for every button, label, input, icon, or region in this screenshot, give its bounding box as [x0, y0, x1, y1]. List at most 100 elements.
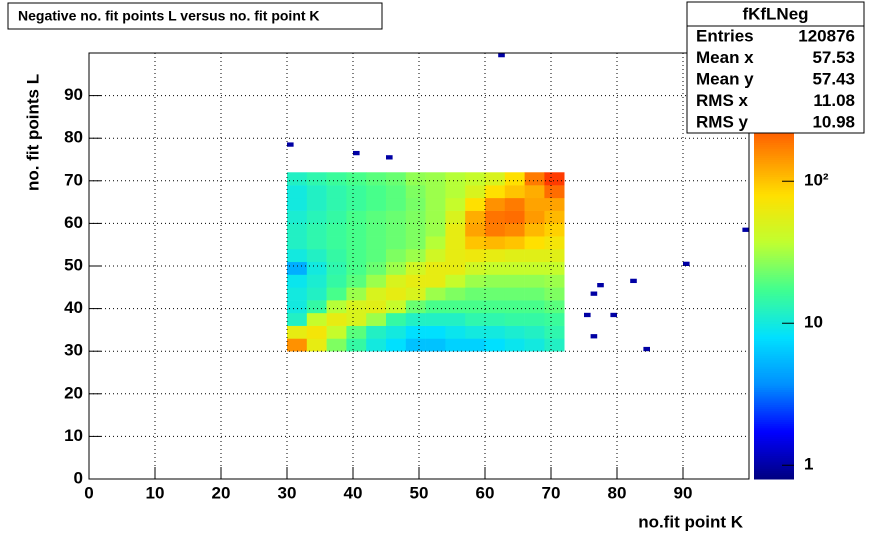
colorbar-segment: [754, 334, 794, 337]
heatmap-cell: [346, 248, 367, 263]
y-tick-label: 90: [64, 85, 83, 104]
stats-value: 11.08: [813, 91, 855, 110]
heatmap-cell: [405, 210, 426, 224]
y-tick-label: 0: [74, 468, 83, 487]
heatmap-cell: [346, 185, 367, 199]
colorbar-segment: [754, 368, 794, 371]
stats-label: Mean y: [696, 69, 754, 88]
heatmap-cell: [326, 300, 347, 314]
colorbar-segment: [754, 370, 794, 373]
heatmap-cell: [366, 248, 387, 263]
heatmap-cell: [405, 287, 426, 301]
heatmap-cell: [544, 210, 565, 224]
colorbar-segment: [754, 357, 794, 361]
heatmap-cell: [306, 197, 327, 211]
colorbar-segment: [754, 400, 794, 403]
colorbar-segment: [754, 170, 794, 173]
heatmap-cell: [405, 172, 426, 186]
colorbar-segment: [754, 389, 794, 393]
heatmap-cell: [445, 210, 466, 224]
heatmap-cell: [386, 325, 407, 339]
heatmap-cell: [386, 210, 407, 224]
colorbar-segment: [754, 408, 794, 412]
heatmap-cell: [445, 172, 466, 186]
colorbar-segment: [754, 153, 794, 156]
colorbar-segment: [754, 225, 794, 229]
z-tick-label: 1: [804, 455, 813, 474]
colorbar-segment: [754, 238, 794, 241]
heatmap-cell: [366, 197, 387, 211]
heatmap-cell: [346, 300, 367, 314]
colorbar-segment: [754, 425, 794, 429]
colorbar-segment: [754, 165, 794, 169]
heatmap-cell: [524, 312, 545, 326]
heatmap-cell: [465, 312, 486, 326]
colorbar-segment: [754, 434, 794, 437]
heatmap-cell: [485, 248, 506, 263]
heatmap-cell: [326, 274, 347, 288]
heatmap-cell: [485, 325, 506, 339]
colorbar-segment: [754, 410, 794, 414]
heatmap-cell: [465, 338, 486, 352]
heatmap-cell: [366, 287, 387, 301]
heatmap-cell: [504, 274, 525, 288]
colorbar-segment: [754, 398, 794, 401]
colorbar-segment: [754, 176, 794, 180]
colorbar-segment: [754, 314, 794, 318]
colorbar-segment: [754, 172, 794, 175]
heatmap-cell: [287, 197, 308, 211]
colorbar-segment: [754, 202, 794, 205]
colorbar-segment: [754, 419, 794, 422]
heatmap-cell: [346, 223, 367, 237]
heatmap-cell: [405, 325, 426, 339]
heatmap-cell: [465, 185, 486, 199]
colorbar-segment: [754, 210, 794, 214]
heatmap-cell: [485, 236, 506, 250]
colorbar-segment: [754, 457, 794, 461]
colorbar-segment: [754, 197, 794, 201]
colorbar-segment: [754, 199, 794, 203]
colorbar-segment: [754, 280, 794, 284]
heatmap-cell: [326, 172, 347, 186]
colorbar-segment: [754, 372, 794, 376]
heatmap-cell: [405, 274, 426, 288]
colorbar-segment: [754, 259, 794, 263]
heatmap-cell: [485, 172, 506, 186]
colorbar-segment: [754, 387, 794, 391]
colorbar-segment: [754, 229, 794, 233]
y-tick-label: 60: [64, 213, 83, 232]
colorbar-segment: [754, 444, 794, 448]
heatmap-cell: [405, 248, 426, 263]
heatmap-cell: [386, 300, 407, 314]
heatmap-cell: [524, 236, 545, 250]
colorbar-segment: [754, 155, 794, 158]
heatmap-cell: [544, 248, 565, 263]
heatmap-cell: [386, 274, 407, 288]
heatmap-cell: [425, 210, 446, 224]
outlier-cell: [610, 312, 617, 318]
heatmap-cell: [366, 312, 387, 326]
y-tick-label: 10: [64, 426, 83, 445]
heatmap-cell: [326, 338, 347, 352]
heatmap-cell: [366, 300, 387, 314]
heatmap-cell: [465, 300, 486, 314]
x-tick-label: 10: [146, 483, 165, 502]
colorbar-segment: [754, 474, 794, 478]
heatmap-cell: [425, 287, 446, 301]
colorbar-segment: [754, 466, 794, 469]
heatmap-cell: [485, 338, 506, 352]
colorbar-segment: [754, 212, 794, 216]
heatmap-cell: [544, 261, 565, 275]
colorbar-segment: [754, 257, 794, 261]
heatmap-cell: [346, 236, 367, 250]
colorbar-segment: [754, 300, 794, 303]
y-tick-label: 40: [64, 298, 83, 317]
stats-title: fKfLNeg: [742, 4, 808, 23]
title-box: [7, 2, 383, 30]
heatmap-cell: [465, 236, 486, 250]
heatmap-cell: [445, 325, 466, 339]
colorbar-segment: [754, 430, 794, 433]
heatmap-cell: [504, 223, 525, 237]
heatmap-cell: [504, 210, 525, 224]
colorbar-segment: [754, 415, 794, 418]
